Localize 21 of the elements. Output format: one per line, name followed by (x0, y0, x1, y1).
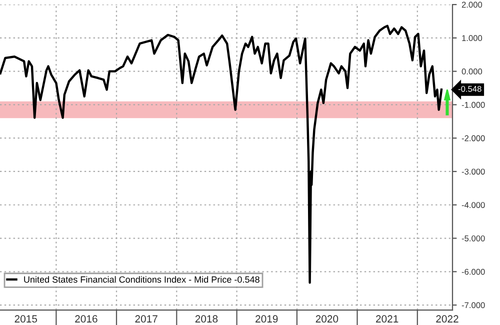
y-tick-label: -6.000 (462, 268, 485, 275)
line-series (0, 24, 443, 284)
x-tick-label: 2022 (436, 315, 458, 323)
y-tick-label: 0.000 (462, 68, 482, 74)
annotation: -0.548 (458, 86, 482, 92)
y-tick-label: -7.000 (462, 302, 485, 308)
legend-label: United States Financial Conditions Index - Mid Price -0.548 (24, 276, 260, 283)
y-tick-label: -4.000 (462, 202, 485, 208)
x-tick-label: 2018 (195, 315, 218, 323)
x-tick-label: 2015 (14, 315, 38, 323)
x-tick-label: 2020 (316, 315, 338, 323)
y-tick-label: 2.000 (462, 2, 482, 8)
x-tick-label: 2016 (75, 315, 98, 323)
y-tick-label: -1.000 (462, 102, 485, 108)
y-tick-label: -5.000 (462, 235, 485, 242)
y-tick-label: 1.000 (462, 35, 482, 42)
x-tick-label: 2017 (135, 315, 158, 323)
y-tick-label: -2.000 (462, 135, 485, 142)
x-tick-label: 2021 (376, 315, 398, 323)
y-tick-label: -3.000 (462, 168, 485, 175)
x-tick-label: 2019 (256, 315, 278, 323)
